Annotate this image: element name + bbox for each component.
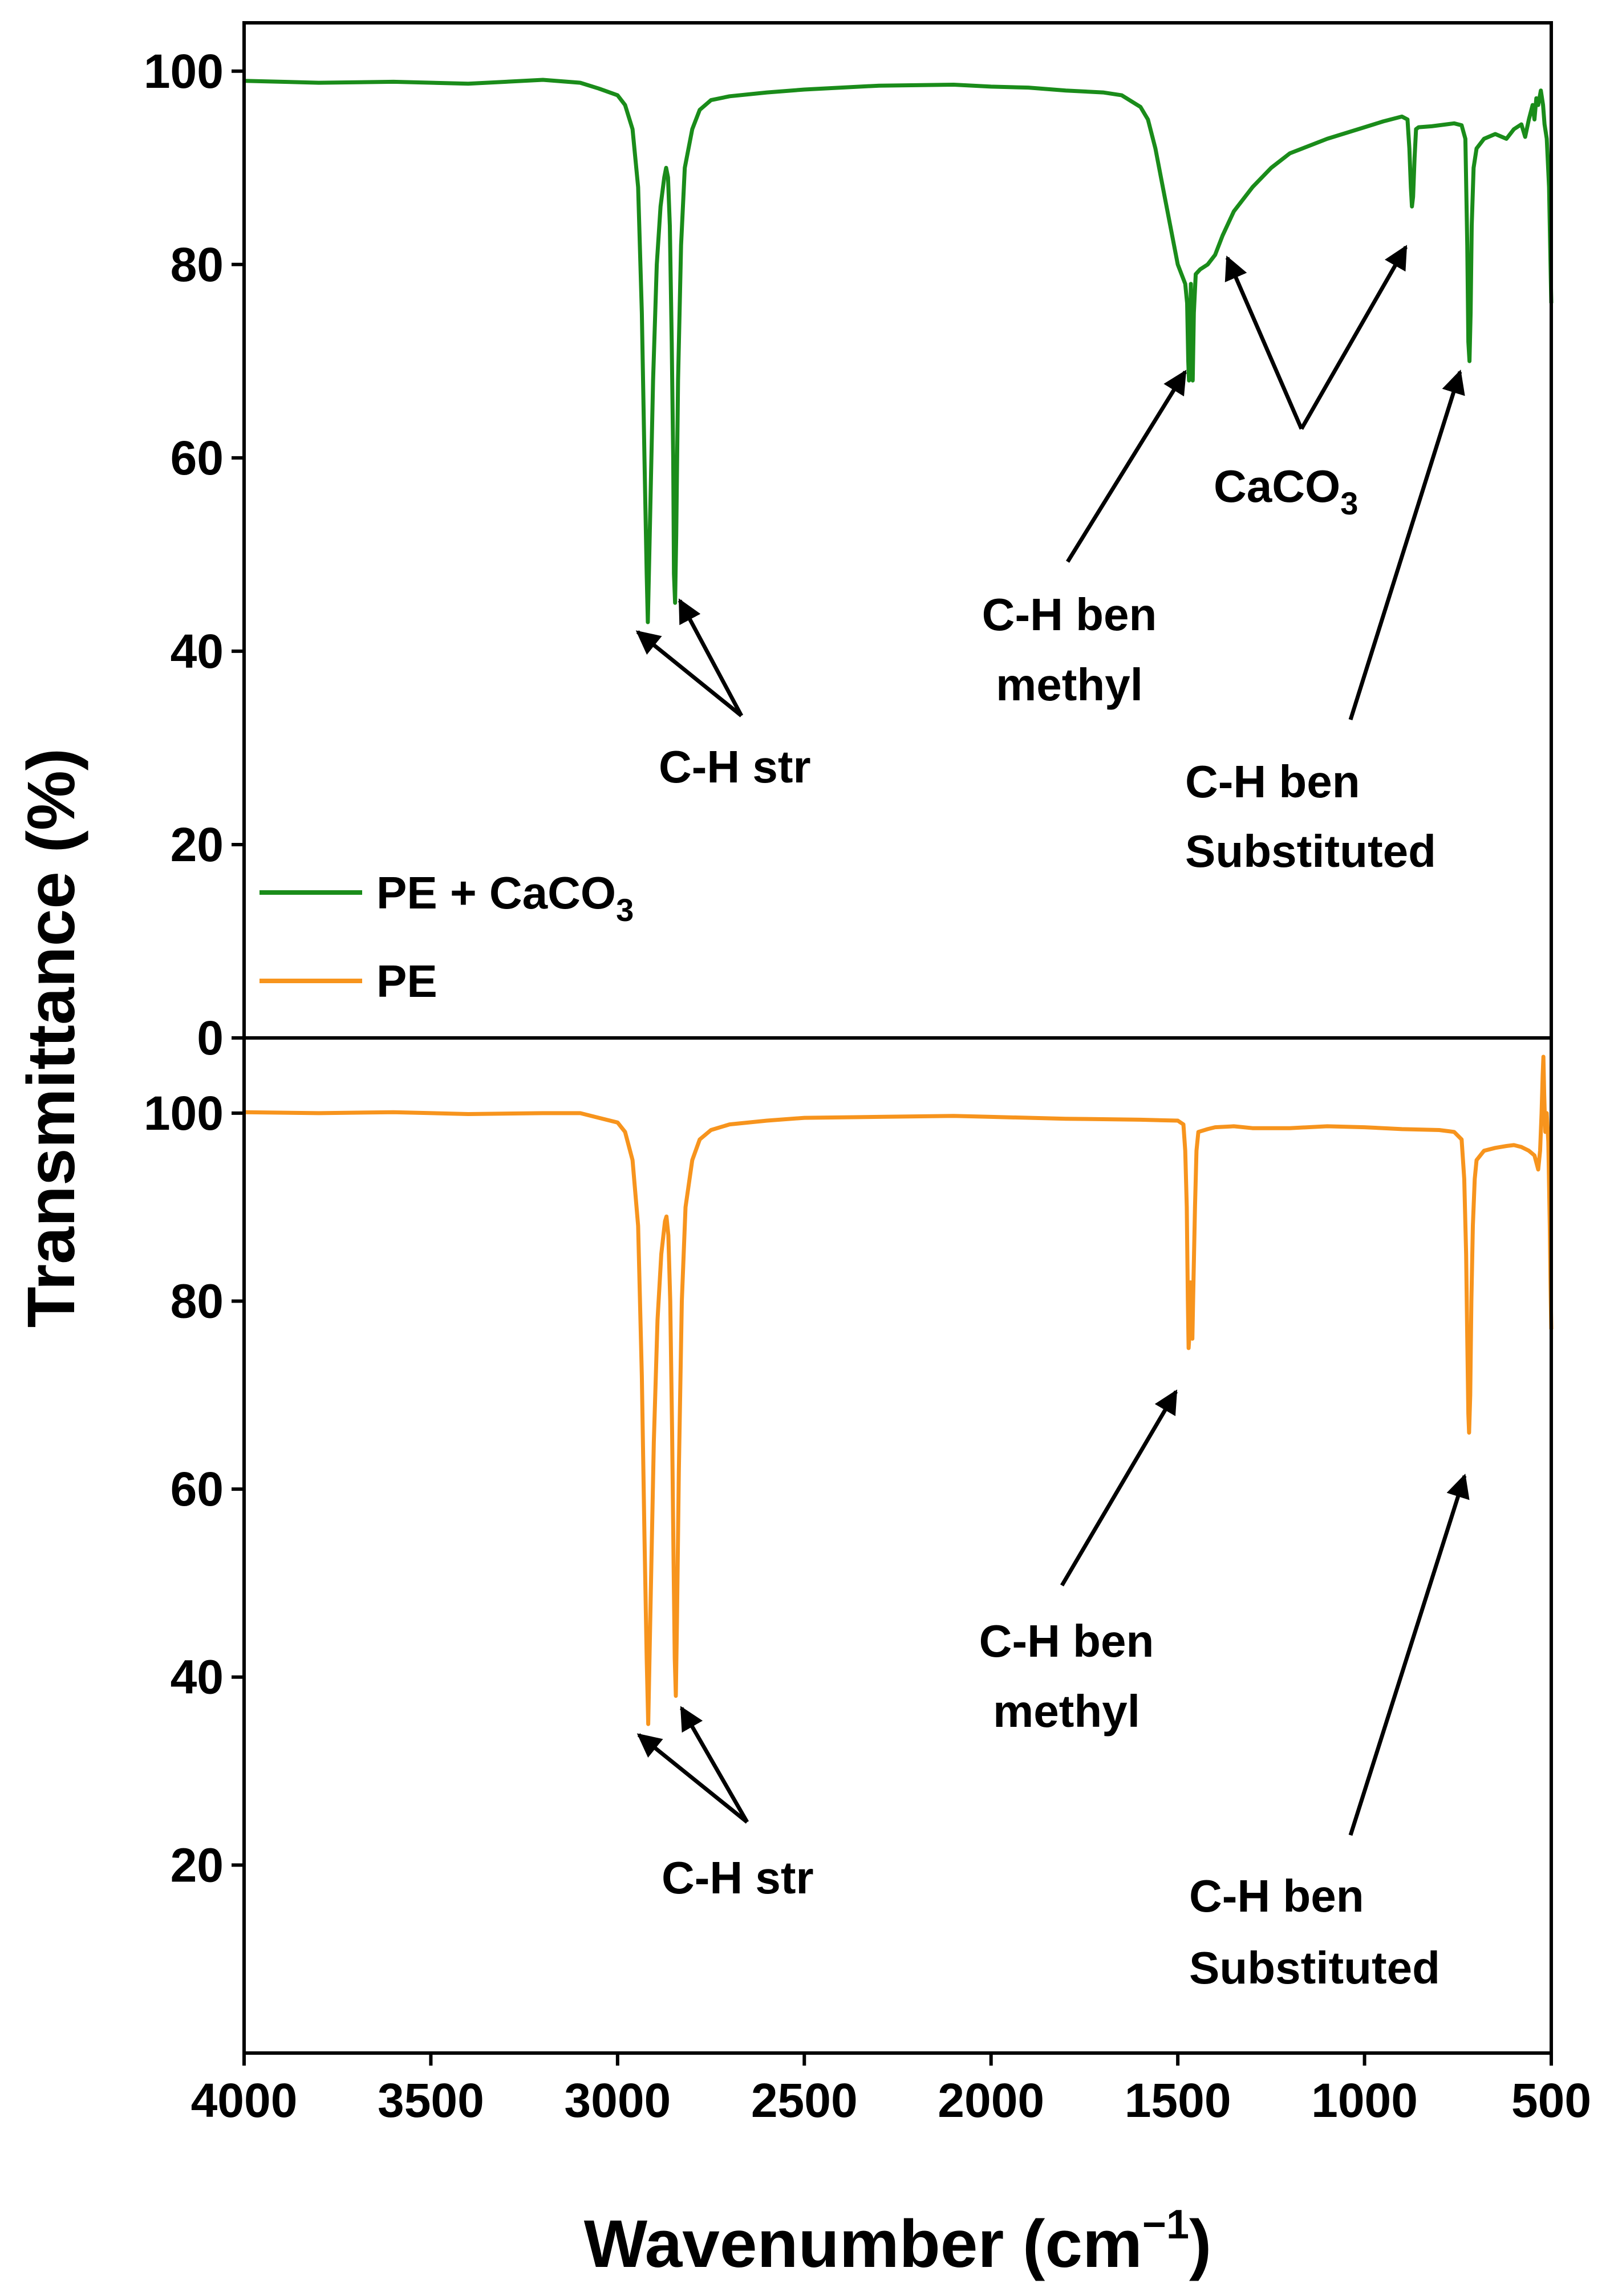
label-ch-ben-sub-top-1: C-H ben bbox=[1185, 756, 1360, 807]
arrow-ch-ben-sub-top bbox=[1348, 369, 1465, 721]
label-ch-ben-sub-bottom-2: Substituted bbox=[1189, 1942, 1440, 1993]
bottom-panel: 20 40 60 80 100 bbox=[144, 1036, 1554, 2055]
y-tick-label: 60 bbox=[171, 1462, 224, 1516]
y-axis-title: Transmittance (%) bbox=[14, 748, 89, 1328]
label-ch-ben-methyl-bottom-2: methyl bbox=[993, 1686, 1140, 1737]
x-tick-label: 1000 bbox=[1311, 2074, 1418, 2127]
x-tick-label: 1500 bbox=[1125, 2074, 1231, 2127]
y-tick-label: 40 bbox=[171, 1650, 224, 1704]
y-ticks-bottom: 20 40 60 80 100 bbox=[144, 1086, 244, 1892]
x-tick-label: 2000 bbox=[938, 2074, 1044, 2127]
x-tick-label: 3000 bbox=[564, 2074, 671, 2127]
arrow-ch-str-b-top bbox=[678, 598, 744, 717]
label-ch-str-bottom: C-H str bbox=[662, 1852, 814, 1903]
series-line-pe bbox=[244, 1054, 1554, 1726]
label-ch-str-top: C-H str bbox=[659, 741, 811, 792]
y-tick-label: 100 bbox=[144, 44, 224, 98]
top-panel: 0 20 40 60 80 100 bbox=[144, 21, 1554, 1065]
arrow-ch-str-a-bottom bbox=[636, 1733, 749, 1824]
label-ch-ben-methyl-bottom-1: C-H ben bbox=[979, 1616, 1154, 1666]
y-tick-label: 0 bbox=[197, 1011, 224, 1065]
label-ch-ben-sub-top-2: Substituted bbox=[1185, 826, 1436, 877]
label-ch-ben-sub-bottom-1: C-H ben bbox=[1189, 1871, 1364, 1921]
y-tick-label: 80 bbox=[171, 238, 224, 291]
arrow-caco3-a bbox=[1224, 255, 1304, 430]
bottom-panel-frame bbox=[242, 1036, 1553, 2055]
label-caco3: CaCO3 bbox=[1214, 461, 1358, 521]
y-tick-label: 40 bbox=[171, 624, 224, 678]
y-tick-label: 100 bbox=[144, 1086, 224, 1140]
label-ch-ben-methyl-top-1: C-H ben bbox=[982, 589, 1157, 640]
series-line-pe-caco3 bbox=[244, 78, 1554, 624]
x-tick-label: 2500 bbox=[751, 2074, 858, 2127]
arrow-ch-str-a-top bbox=[635, 630, 743, 717]
x-ticks: 4000 3500 3000 2500 2000 1500 1000 500 bbox=[191, 2053, 1591, 2127]
legend: PE + CaCO3 PE bbox=[259, 867, 634, 1007]
arrow-ch-ben-methyl-bottom bbox=[1060, 1389, 1178, 1587]
arrow-ch-str-b-bottom bbox=[679, 1706, 749, 1823]
annotations-bottom: C-H str C-H ben methyl C-H ben Substitut… bbox=[636, 1389, 1470, 1993]
arrow-ch-ben-sub-bottom bbox=[1348, 1473, 1470, 1836]
y-ticks-top: 0 20 40 60 80 100 bbox=[144, 44, 244, 1065]
x-tick-label: 500 bbox=[1511, 2074, 1591, 2127]
legend-label-pe-caco3: PE + CaCO3 bbox=[376, 867, 634, 928]
annotations-top: C-H str C-H ben methyl CaCO3 C-H ben Sub… bbox=[635, 245, 1465, 877]
y-tick-label: 60 bbox=[171, 431, 224, 485]
y-tick-label: 20 bbox=[171, 1838, 224, 1892]
y-tick-label: 20 bbox=[171, 818, 224, 871]
x-tick-label: 3500 bbox=[378, 2074, 484, 2127]
legend-label-pe: PE bbox=[376, 956, 437, 1007]
arrow-caco3-b bbox=[1299, 245, 1408, 430]
label-ch-ben-methyl-top-2: methyl bbox=[996, 659, 1143, 710]
y-tick-label: 80 bbox=[171, 1274, 224, 1328]
x-axis-title: Wavenumber (cm−1) bbox=[584, 2202, 1212, 2282]
arrow-ch-ben-methyl-top bbox=[1066, 370, 1187, 563]
x-tick-label: 4000 bbox=[191, 2074, 298, 2127]
